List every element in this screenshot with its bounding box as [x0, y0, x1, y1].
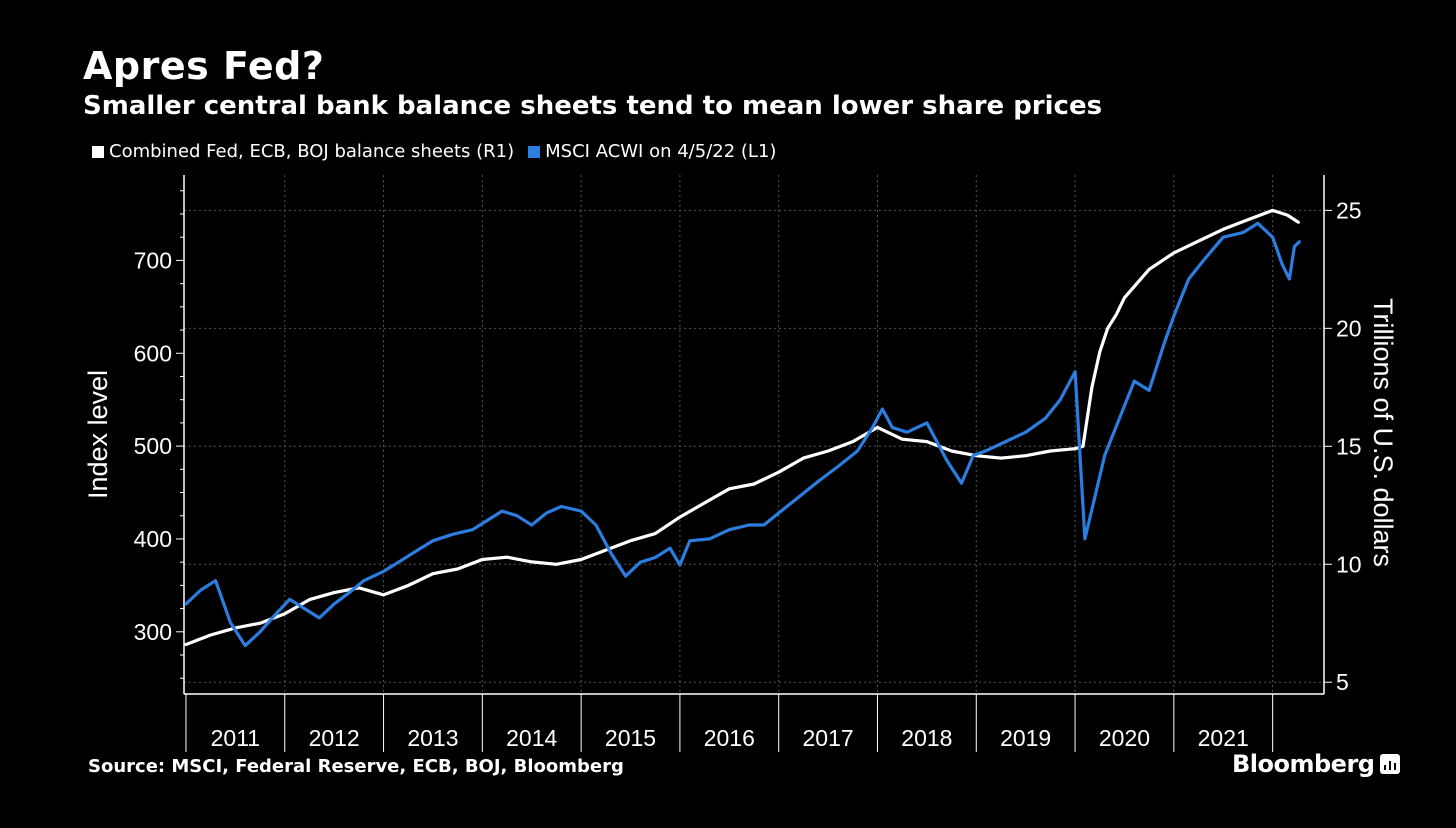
series-line-msci-acwi — [184, 221, 1301, 648]
x-tick-label: 2015 — [605, 725, 656, 751]
x-tick-label: 2020 — [1099, 725, 1150, 751]
x-tick-label: 2019 — [1000, 725, 1051, 751]
x-tick-label: 2016 — [704, 725, 755, 751]
brand-name: Bloomberg — [1232, 750, 1375, 778]
left-tick-label: 600 — [134, 340, 172, 366]
bloomberg-logo: Bloomberg — [1232, 750, 1401, 778]
left-tick-label: 300 — [134, 619, 172, 645]
legend-swatch-blue — [528, 145, 541, 158]
x-tick-label: 2011 — [211, 725, 260, 751]
x-tick-label: 2013 — [407, 725, 458, 751]
right-axis-label: Trillions of U.S. dollars — [1368, 298, 1398, 567]
right-tick-label: 5 — [1336, 669, 1349, 695]
left-tick-label: 400 — [134, 526, 172, 552]
chart-subtitle: Smaller central bank balance sheets tend… — [83, 91, 1103, 121]
x-tick-label: 2014 — [506, 725, 557, 751]
bloomberg-terminal-icon — [1380, 754, 1401, 774]
right-tick-label: 25 — [1336, 197, 1362, 223]
x-tick-label: 2021 — [1198, 725, 1249, 751]
legend-item-msci: MSCI ACWI on 4/5/22 (L1) — [528, 141, 776, 162]
source-note: Source: MSCI, Federal Reserve, ECB, BOJ,… — [88, 756, 624, 777]
right-tick-label: 20 — [1336, 315, 1362, 341]
legend-swatch-white — [92, 145, 104, 158]
right-tick-label: 10 — [1336, 551, 1362, 577]
right-tick-label: 15 — [1336, 433, 1362, 459]
chart-title: Apres Fed? — [83, 44, 325, 88]
x-tick-label: 2018 — [901, 725, 952, 751]
x-tick-label: 2017 — [803, 725, 854, 751]
left-tick-label: 700 — [134, 247, 172, 273]
legend: Combined Fed, ECB, BOJ balance sheets (R… — [92, 141, 790, 162]
left-tick-label: 500 — [134, 433, 172, 459]
legend-label: Combined Fed, ECB, BOJ balance sheets (R… — [109, 141, 515, 162]
left-axis-label: Index level — [83, 370, 113, 499]
legend-item-balance-sheets: Combined Fed, ECB, BOJ balance sheets (R… — [92, 141, 514, 162]
series-line-balance-sheets — [184, 208, 1300, 647]
legend-label: MSCI ACWI on 4/5/22 (L1) — [545, 141, 777, 162]
x-tick-label: 2012 — [309, 725, 360, 751]
